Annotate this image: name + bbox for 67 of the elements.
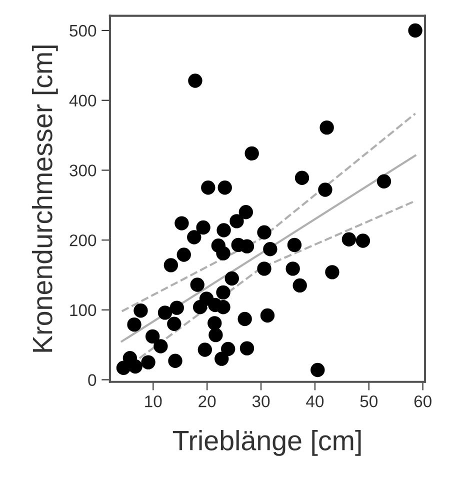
x-tick-label: 40 — [306, 395, 324, 408]
point — [154, 339, 168, 354]
point — [167, 316, 182, 331]
point — [158, 306, 172, 320]
point — [310, 362, 325, 378]
point — [196, 220, 210, 235]
point — [176, 248, 191, 262]
point — [263, 242, 278, 256]
y-tick-label: 100 — [70, 304, 96, 316]
point — [201, 180, 216, 195]
y-tick-label: 500 — [70, 24, 96, 37]
point — [240, 341, 254, 356]
point — [164, 258, 178, 272]
x-tick-label: 20 — [198, 395, 216, 408]
point — [170, 300, 184, 315]
point — [238, 205, 254, 220]
point — [187, 230, 202, 244]
point — [216, 246, 230, 260]
point — [230, 214, 244, 228]
y-tick-label: 400 — [69, 94, 96, 107]
point — [214, 352, 229, 366]
point — [208, 328, 223, 342]
point — [356, 234, 370, 248]
point — [244, 146, 259, 161]
point — [218, 180, 232, 195]
point — [257, 262, 272, 276]
point — [208, 298, 222, 312]
point — [134, 304, 148, 318]
point — [294, 170, 310, 185]
point — [198, 342, 212, 357]
point — [257, 225, 272, 240]
point — [325, 265, 340, 280]
y-tick-label: 0 — [88, 374, 96, 386]
point — [260, 308, 275, 323]
y-axis-title: Kronendurchmesser [cm] — [32, 46, 58, 352]
x-tick-label: 50 — [360, 395, 378, 408]
x-axis-title: Trieblänge [cm] — [172, 430, 361, 456]
point — [320, 120, 334, 135]
point — [141, 355, 156, 370]
point — [342, 232, 356, 246]
point — [127, 317, 142, 332]
point — [116, 360, 131, 375]
point — [238, 312, 252, 326]
point — [192, 300, 208, 314]
point — [174, 216, 189, 230]
point — [168, 354, 182, 368]
point — [240, 239, 254, 254]
point — [286, 262, 300, 276]
y-tick-label: 300 — [70, 164, 96, 176]
point — [221, 342, 236, 356]
point — [216, 223, 231, 238]
x-tick-label: 30 — [252, 395, 270, 408]
x-tick-label: 60 — [414, 395, 432, 408]
point — [318, 182, 332, 197]
point — [145, 329, 160, 344]
point — [287, 238, 302, 252]
point — [190, 278, 204, 292]
y-tick-label: 200 — [70, 234, 96, 246]
point — [376, 174, 392, 188]
point — [188, 74, 202, 88]
point — [122, 351, 138, 366]
point — [224, 271, 239, 286]
point — [292, 278, 307, 293]
point — [208, 316, 222, 330]
point — [216, 285, 230, 300]
x-tick-label: 10 — [145, 395, 162, 408]
point — [408, 23, 422, 38]
